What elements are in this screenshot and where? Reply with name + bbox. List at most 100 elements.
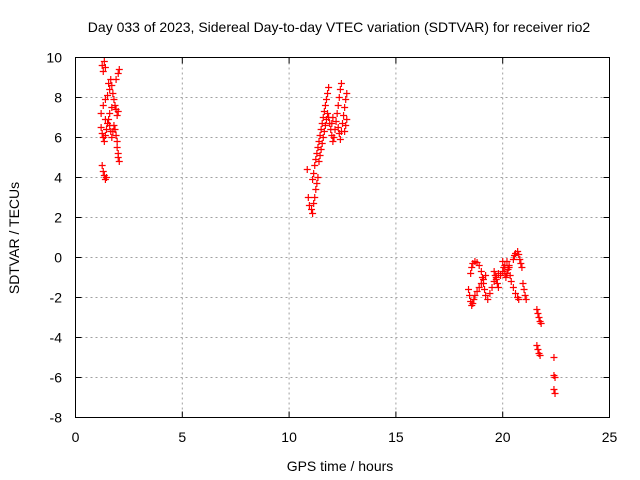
- y-axis-title: SDTVAR / TECUs: [6, 182, 22, 294]
- data-point-marker: [342, 96, 350, 103]
- data-point-marker: [551, 390, 559, 397]
- data-point-marker: [99, 68, 107, 75]
- data-point-marker: [113, 112, 121, 119]
- data-point-marker: [505, 262, 513, 269]
- data-point-marker: [336, 136, 344, 143]
- data-point-marker: [536, 352, 544, 359]
- data-point-marker: [341, 128, 349, 135]
- data-point-marker: [308, 206, 316, 213]
- data-point-marker: [110, 122, 118, 129]
- data-point-marker: [519, 280, 527, 287]
- data-point-marker: [503, 270, 511, 277]
- y-tick-label: -2: [50, 290, 63, 306]
- data-point-marker: [343, 90, 351, 97]
- data-point-marker: [482, 272, 490, 279]
- data-point-marker: [509, 256, 517, 263]
- data-point-marker: [507, 278, 515, 285]
- data-point-marker: [342, 122, 350, 129]
- data-point-marker: [314, 174, 322, 181]
- x-tick-label: 5: [178, 429, 186, 445]
- data-point-marker: [335, 94, 343, 101]
- data-point-marker: [112, 132, 120, 139]
- data-point-marker: [98, 162, 106, 169]
- data-point-marker: [334, 102, 342, 109]
- data-point-marker: [315, 158, 323, 165]
- data-point-marker: [486, 290, 494, 297]
- y-tick-label: 0: [54, 250, 62, 266]
- data-point-marker: [319, 134, 327, 141]
- data-point-marker: [494, 284, 502, 291]
- data-point-marker: [114, 154, 122, 161]
- x-tick-label: 25: [602, 429, 618, 445]
- axis-ticks: [75, 57, 610, 418]
- data-point-marker: [101, 96, 109, 103]
- data-point-marker: [499, 258, 507, 265]
- data-point-marker: [99, 168, 107, 175]
- data-point-marker: [481, 286, 489, 293]
- data-point-marker: [111, 126, 119, 133]
- data-point-marker: [108, 134, 116, 141]
- x-tick-label: 10: [281, 429, 297, 445]
- data-point-marker: [313, 180, 321, 187]
- y-tick-labels: -8 -6 -4 -2 0 2 4 6 8 10: [46, 50, 62, 426]
- data-point-marker: [324, 110, 332, 117]
- data-point-marker: [316, 152, 324, 159]
- data-point-marker: [522, 296, 530, 303]
- data-points: [97, 58, 559, 397]
- data-point-marker: [475, 262, 483, 269]
- data-point-marker: [477, 280, 485, 287]
- y-tick-label: 10: [46, 50, 62, 66]
- chart-title: Day 033 of 2023, Sidereal Day-to-day VTE…: [88, 19, 591, 35]
- data-point-marker: [336, 86, 344, 93]
- data-point-marker: [304, 194, 312, 201]
- data-point-marker: [470, 296, 478, 303]
- data-point-marker: [311, 194, 319, 201]
- data-point-marker: [101, 64, 109, 71]
- data-point-marker: [110, 96, 118, 103]
- data-point-marker: [330, 134, 338, 141]
- data-point-marker: [490, 268, 498, 275]
- data-point-marker: [320, 128, 328, 135]
- data-point-marker: [114, 108, 122, 115]
- y-tick-label: 6: [54, 130, 62, 146]
- data-point-marker: [106, 110, 114, 117]
- data-point-marker: [535, 314, 543, 321]
- data-point-marker: [491, 272, 499, 279]
- data-point-marker: [473, 288, 481, 295]
- data-point-marker: [488, 284, 496, 291]
- y-tick-label: 8: [54, 90, 62, 106]
- data-point-marker: [471, 292, 479, 299]
- data-point-marker: [97, 110, 105, 117]
- data-point-marker: [109, 90, 117, 97]
- data-point-marker: [112, 76, 120, 83]
- data-point-marker: [100, 138, 108, 145]
- data-point-marker: [518, 264, 526, 271]
- data-point-marker: [311, 162, 319, 169]
- data-point-marker: [108, 82, 116, 89]
- data-point-marker: [329, 138, 337, 145]
- data-point-marker: [484, 296, 492, 303]
- plot-frame: [75, 57, 610, 418]
- data-point-marker: [305, 202, 313, 209]
- data-point-marker: [310, 170, 318, 177]
- data-point-marker: [113, 138, 121, 145]
- x-axis-title: GPS time / hours: [287, 458, 394, 474]
- data-point-marker: [309, 176, 317, 183]
- data-point-marker: [317, 146, 325, 153]
- data-point-marker: [108, 104, 116, 111]
- data-point-marker: [303, 166, 311, 173]
- data-point-marker: [312, 186, 320, 193]
- data-point-marker: [321, 102, 329, 109]
- data-point-marker: [550, 386, 558, 393]
- data-point-marker: [533, 306, 541, 313]
- data-point-marker: [106, 86, 114, 93]
- data-point-marker: [341, 104, 349, 111]
- data-point-marker: [102, 126, 110, 133]
- data-point-marker: [492, 276, 500, 283]
- data-point-marker: [514, 248, 522, 255]
- data-point-marker: [537, 320, 545, 327]
- data-point-marker: [520, 286, 528, 293]
- data-point-marker: [516, 256, 524, 263]
- data-point-marker: [325, 84, 333, 91]
